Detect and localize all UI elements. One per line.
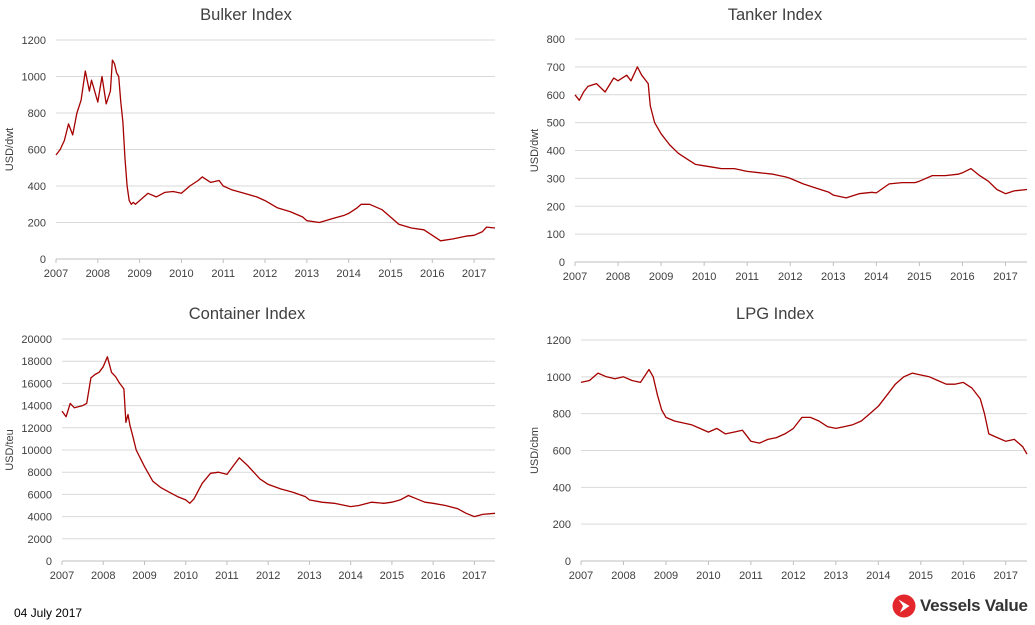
tanker-x-tick-label: 2017	[993, 271, 1017, 283]
container-chart: 0 2000 4000 6000 8000 10000 12000 14000 16000 180…	[4, 305, 496, 582]
container-y-tick-label: 4000	[28, 512, 52, 524]
tanker-x-tick-label: 2014	[864, 271, 888, 283]
bulker-y-tick-label: 1200	[22, 35, 46, 47]
bulker-y-tick-label: 400	[28, 181, 46, 193]
container-y-tick-label: 16000	[21, 378, 52, 390]
bulker-x-tick-label: 2008	[86, 268, 110, 280]
tanker-chart: 0 100 200 300 400 500 600 700 800 2007 2008 2009 201…	[529, 6, 1028, 283]
tanker-y-tick-label: 700	[547, 62, 565, 74]
bulker-y-tick-label: 200	[28, 218, 46, 230]
tanker-x-tick-label: 2012	[778, 271, 802, 283]
tanker-x-tick-label: 2010	[692, 271, 716, 283]
lpg-y-tick-label: 400	[553, 482, 571, 494]
container-x-tick-label: 2013	[297, 570, 321, 582]
tanker-y-tick-label: 600	[547, 90, 565, 102]
bulker-x-tick-label: 2016	[420, 268, 444, 280]
lpg-x-tick-label: 2010	[696, 570, 720, 582]
lpg-title: LPG Index	[736, 305, 815, 323]
bulker-x-tick-label: 2009	[127, 268, 151, 280]
bulker-y-axis-label: USD/dwt	[4, 128, 16, 171]
tanker-x-tick-label: 2011	[735, 271, 759, 283]
tanker-y-tick-label: 200	[547, 201, 565, 213]
tanker-x-tick-label: 2013	[821, 271, 845, 283]
tanker-y-tick-label: 400	[547, 146, 565, 158]
container-x-tick-label: 2016	[421, 570, 445, 582]
container-x-tick-label: 2017	[462, 570, 486, 582]
tanker-x-tick-label: 2016	[950, 271, 974, 283]
lpg-y-tick-label: 600	[553, 446, 571, 458]
report-date: 04 July 2017	[14, 606, 83, 620]
lpg-y-axis-label: USD/cbm	[529, 427, 541, 474]
lpg-x-tick-label: 2016	[951, 570, 975, 582]
bulker-x-tick-label: 2012	[253, 268, 277, 280]
container-x-tick-label: 2011	[215, 570, 239, 582]
lpg-x-tick-label: 2008	[611, 570, 635, 582]
container-series-line	[61, 356, 496, 518]
lpg-y-tick-label: 0	[565, 556, 571, 568]
lpg-x-tick-label: 2007	[569, 570, 593, 582]
lpg-x-tick-label: 2012	[781, 570, 805, 582]
container-y-tick-label: 12000	[21, 423, 52, 435]
lpg-x-tick-label: 2011	[739, 570, 763, 582]
bulker-y-tick-label: 1000	[22, 72, 46, 84]
lpg-series-line	[580, 368, 1028, 455]
tanker-x-tick-label: 2008	[606, 271, 630, 283]
tanker-y-tick-label: 100	[547, 229, 565, 241]
tanker-y-axis-label: USD/dwt	[529, 129, 541, 172]
container-y-tick-label: 6000	[28, 489, 52, 501]
container-x-tick-label: 2014	[338, 570, 362, 582]
lpg-x-tick-label: 2013	[824, 570, 848, 582]
bulker-x-tick-label: 2014	[336, 268, 360, 280]
container-y-tick-label: 14000	[21, 401, 52, 413]
bulker-y-tick-label: 600	[28, 145, 46, 157]
lpg-x-tick-label: 2014	[866, 570, 890, 582]
bulker-title: Bulker Index	[200, 6, 292, 24]
lpg-y-tick-label: 200	[553, 519, 571, 531]
tanker-series-line	[574, 66, 1028, 199]
bulker-x-tick-label: 2011	[211, 268, 235, 280]
tanker-y-tick-label: 300	[547, 173, 565, 185]
bulker-x-tick-label: 2017	[462, 268, 486, 280]
lpg-y-tick-label: 1000	[547, 372, 571, 384]
container-x-tick-label: 2008	[91, 570, 115, 582]
container-x-tick-label: 2009	[132, 570, 156, 582]
lpg-x-tick-label: 2009	[654, 570, 678, 582]
bulker-y-tick-label: 0	[40, 254, 46, 266]
brand-mark-icon	[892, 594, 916, 618]
bulker-x-tick-label: 2007	[44, 268, 68, 280]
container-y-tick-label: 10000	[21, 445, 52, 457]
lpg-x-tick-label: 2017	[994, 570, 1018, 582]
tanker-y-tick-label: 500	[547, 118, 565, 130]
tanker-x-tick-label: 2009	[649, 271, 673, 283]
tanker-x-tick-label: 2015	[907, 271, 931, 283]
tanker-y-tick-label: 0	[559, 257, 565, 269]
tanker-y-tick-label: 800	[547, 34, 565, 46]
brand-logo: Vessels Value	[892, 594, 1032, 620]
lpg-y-tick-label: 1200	[547, 335, 571, 347]
lpg-y-tick-label: 800	[553, 409, 571, 421]
bulker-y-tick-label: 800	[28, 108, 46, 120]
bulker-x-tick-label: 2013	[295, 268, 319, 280]
container-y-tick-label: 2000	[28, 534, 52, 546]
container-x-tick-label: 2010	[173, 570, 197, 582]
bulker-x-tick-label: 2010	[169, 268, 193, 280]
tanker-x-tick-label: 2007	[563, 271, 587, 283]
container-x-tick-label: 2012	[256, 570, 280, 582]
bulker-series-line	[55, 59, 496, 242]
lpg-chart: 0 200 400 600 800 1000 1200 2007 2008 2009 2010 201…	[529, 305, 1028, 582]
lpg-x-tick-label: 2015	[909, 570, 933, 582]
container-x-tick-label: 2015	[380, 570, 404, 582]
bulker-x-tick-label: 2015	[378, 268, 402, 280]
container-y-tick-label: 20000	[21, 334, 52, 346]
tanker-title: Tanker Index	[728, 6, 823, 24]
container-title: Container Index	[189, 305, 306, 323]
container-y-tick-label: 8000	[28, 467, 52, 479]
container-y-tick-label: 0	[46, 556, 52, 568]
bulker-chart: 0 200 400 600 800 1000 1200 2007 2008 2009 2010 201…	[4, 6, 496, 280]
container-y-axis-label: USD/teu	[4, 429, 16, 471]
container-y-tick-label: 18000	[21, 356, 52, 368]
container-x-tick-label: 2007	[50, 570, 74, 582]
brand-name: Vessels Value	[920, 596, 1028, 615]
